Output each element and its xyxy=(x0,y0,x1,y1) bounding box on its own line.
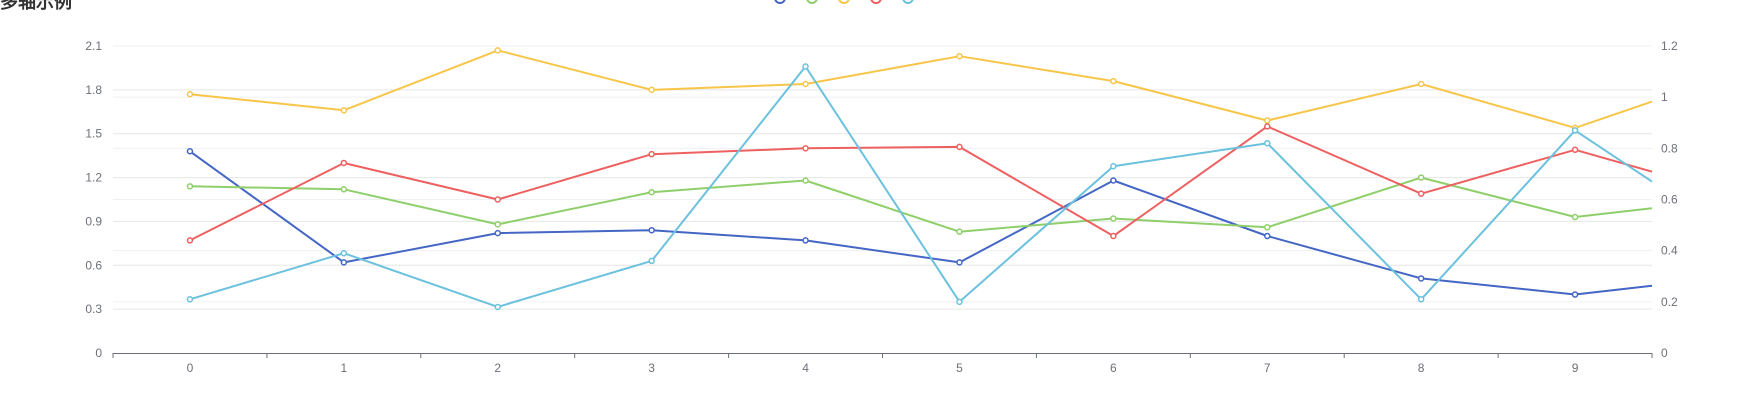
x-axis-tick-label: 5 xyxy=(956,361,963,375)
series-3-point[interactable] xyxy=(1264,123,1271,130)
series-0-point[interactable] xyxy=(1571,291,1579,298)
series-2-point[interactable] xyxy=(956,52,963,60)
series-0-point[interactable] xyxy=(340,259,348,266)
series-0-point[interactable] xyxy=(1264,232,1271,240)
series-1-point[interactable] xyxy=(802,177,809,184)
series-1-point[interactable] xyxy=(648,188,655,196)
legend-layer xyxy=(774,0,914,4)
left-axis-tick-label: 0.9 xyxy=(85,214,102,228)
left-axis-tick-label: 0.3 xyxy=(85,302,102,316)
series-line-2 xyxy=(189,49,1653,129)
series-4-point[interactable] xyxy=(648,257,655,265)
series-1-point[interactable] xyxy=(1264,224,1271,231)
x-axis-tick-label: 0 xyxy=(187,361,194,375)
grid-layer xyxy=(113,45,1652,310)
left-axis-tick-label: 1.2 xyxy=(85,171,102,185)
left-axis-tick-label: 1.5 xyxy=(85,127,102,141)
right-axis-tick-label: 0 xyxy=(1661,346,1668,360)
left-axis-tick-label: 2.1 xyxy=(85,39,102,53)
series-0-point[interactable] xyxy=(956,259,963,266)
x-axis-tick-label: 1 xyxy=(341,361,348,375)
series-0-point[interactable] xyxy=(1417,275,1425,282)
series-0-point[interactable] xyxy=(802,237,809,244)
chart-title: 多轴示例 xyxy=(0,0,72,12)
series-1-point[interactable] xyxy=(1571,213,1579,221)
series-0-point[interactable] xyxy=(186,148,194,155)
series-3-point[interactable] xyxy=(1571,146,1579,154)
series-line-4 xyxy=(189,65,1653,308)
series-3-point[interactable] xyxy=(494,196,501,203)
series-3-point[interactable] xyxy=(956,143,963,151)
series-3-point[interactable] xyxy=(340,159,348,167)
series-3-point[interactable] xyxy=(648,150,655,158)
series-1-point[interactable] xyxy=(1417,174,1425,181)
x-axis-tick-label: 6 xyxy=(1110,361,1117,375)
right-axis-tick-label: 1.2 xyxy=(1661,39,1678,53)
left-axis-tick-label: 1.8 xyxy=(85,83,102,97)
series-4-point[interactable] xyxy=(1417,296,1425,303)
x-axis-tick-label: 9 xyxy=(1572,361,1579,375)
series-layer xyxy=(186,47,1653,311)
series-2-point[interactable] xyxy=(340,107,348,114)
x-axis-tick-label: 3 xyxy=(648,361,655,375)
series-1-point[interactable] xyxy=(956,228,963,235)
series-1-point[interactable] xyxy=(340,186,348,193)
x-axis-tick-label: 2 xyxy=(494,361,501,375)
series-3-point[interactable] xyxy=(186,237,194,244)
series-4-point[interactable] xyxy=(1571,127,1579,134)
x-axis-tick-label: 4 xyxy=(802,361,809,375)
left-axis-tick-label: 0 xyxy=(95,346,102,360)
series-0-point[interactable] xyxy=(648,226,655,234)
series-3-point[interactable] xyxy=(1110,232,1117,240)
series-4-point[interactable] xyxy=(494,303,501,311)
right-axis-tick-label: 0.8 xyxy=(1661,141,1678,155)
series-2-point[interactable] xyxy=(1417,80,1425,88)
right-axis-tick-label: 0.2 xyxy=(1661,295,1678,309)
x-axis-tick-label: 7 xyxy=(1264,361,1271,375)
series-2-point[interactable] xyxy=(1264,117,1271,124)
series-4-point[interactable] xyxy=(1264,139,1271,147)
series-line-3 xyxy=(189,125,1653,242)
right-axis-tick-label: 0.6 xyxy=(1661,193,1678,207)
series-line-1 xyxy=(189,176,1653,233)
legend-marker-3[interactable] xyxy=(870,0,882,4)
legend-marker-1[interactable] xyxy=(806,0,818,4)
series-4-point[interactable] xyxy=(340,249,348,257)
axis-layer: 0 0.3 0.6 0.9 1.2 1.5 1.8 2.1 0 0.2 0.4 0.6 0.8 1 1.2 0… xyxy=(85,39,1678,375)
left-axis-tick-label: 0.6 xyxy=(85,258,102,272)
series-4-point[interactable] xyxy=(1110,162,1117,170)
right-axis-tick-label: 1 xyxy=(1661,90,1668,104)
series-0-point[interactable] xyxy=(494,229,501,237)
series-3-point[interactable] xyxy=(1417,190,1425,197)
series-4-point[interactable] xyxy=(956,298,963,306)
series-2-point[interactable] xyxy=(802,80,809,88)
right-axis-tick-label: 0.4 xyxy=(1661,244,1678,258)
series-4-point[interactable] xyxy=(186,296,194,303)
x-axis-tick-label: 8 xyxy=(1418,361,1425,375)
legend-marker-0[interactable] xyxy=(774,0,786,4)
series-1-point[interactable] xyxy=(186,183,194,190)
series-3-point[interactable] xyxy=(802,145,809,152)
series-2-point[interactable] xyxy=(186,90,194,98)
series-0-point[interactable] xyxy=(1110,177,1117,184)
series-4-point[interactable] xyxy=(802,63,809,70)
series-1-point[interactable] xyxy=(494,221,501,228)
series-1-point[interactable] xyxy=(1110,215,1117,222)
legend-marker-4[interactable] xyxy=(902,0,914,4)
series-line-0 xyxy=(189,150,1653,296)
series-2-point[interactable] xyxy=(494,47,501,54)
series-2-point[interactable] xyxy=(1110,77,1117,85)
series-2-point[interactable] xyxy=(648,86,655,94)
legend-marker-2[interactable] xyxy=(838,0,850,4)
